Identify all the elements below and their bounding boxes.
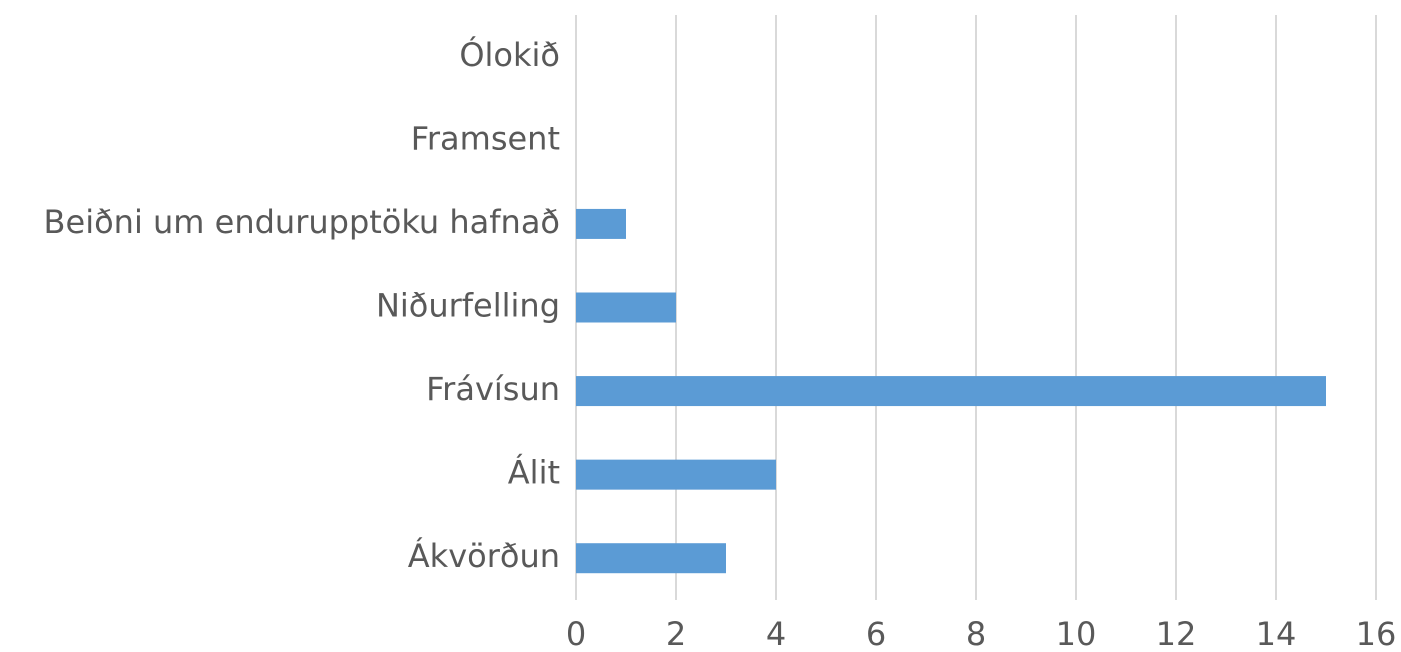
y-tick-label: Ólokið — [459, 35, 560, 74]
x-tick-label: 4 — [766, 615, 786, 652]
x-tick-label: 10 — [1056, 615, 1097, 652]
bar — [576, 459, 776, 490]
y-tick-label: Álit — [508, 454, 560, 492]
x-tick-label: 8 — [966, 615, 986, 652]
bar — [576, 208, 626, 239]
x-tick-label: 12 — [1156, 615, 1197, 652]
y-tick-label: Framsent — [411, 119, 560, 157]
x-tick-label: 2 — [666, 615, 686, 652]
bar — [576, 292, 676, 323]
bar — [576, 376, 1326, 407]
x-tick-label: 16 — [1356, 615, 1397, 652]
y-tick-label: Beiðni um endurupptöku hafnað — [44, 203, 560, 241]
y-tick-label: Ákvörðun — [408, 537, 560, 575]
bar — [576, 543, 726, 574]
y-tick-label: Frávísun — [426, 370, 560, 408]
x-tick-label: 14 — [1256, 615, 1297, 652]
x-tick-label: 0 — [566, 615, 586, 652]
y-tick-label: Niðurfelling — [376, 287, 560, 325]
x-tick-label: 6 — [866, 615, 886, 652]
